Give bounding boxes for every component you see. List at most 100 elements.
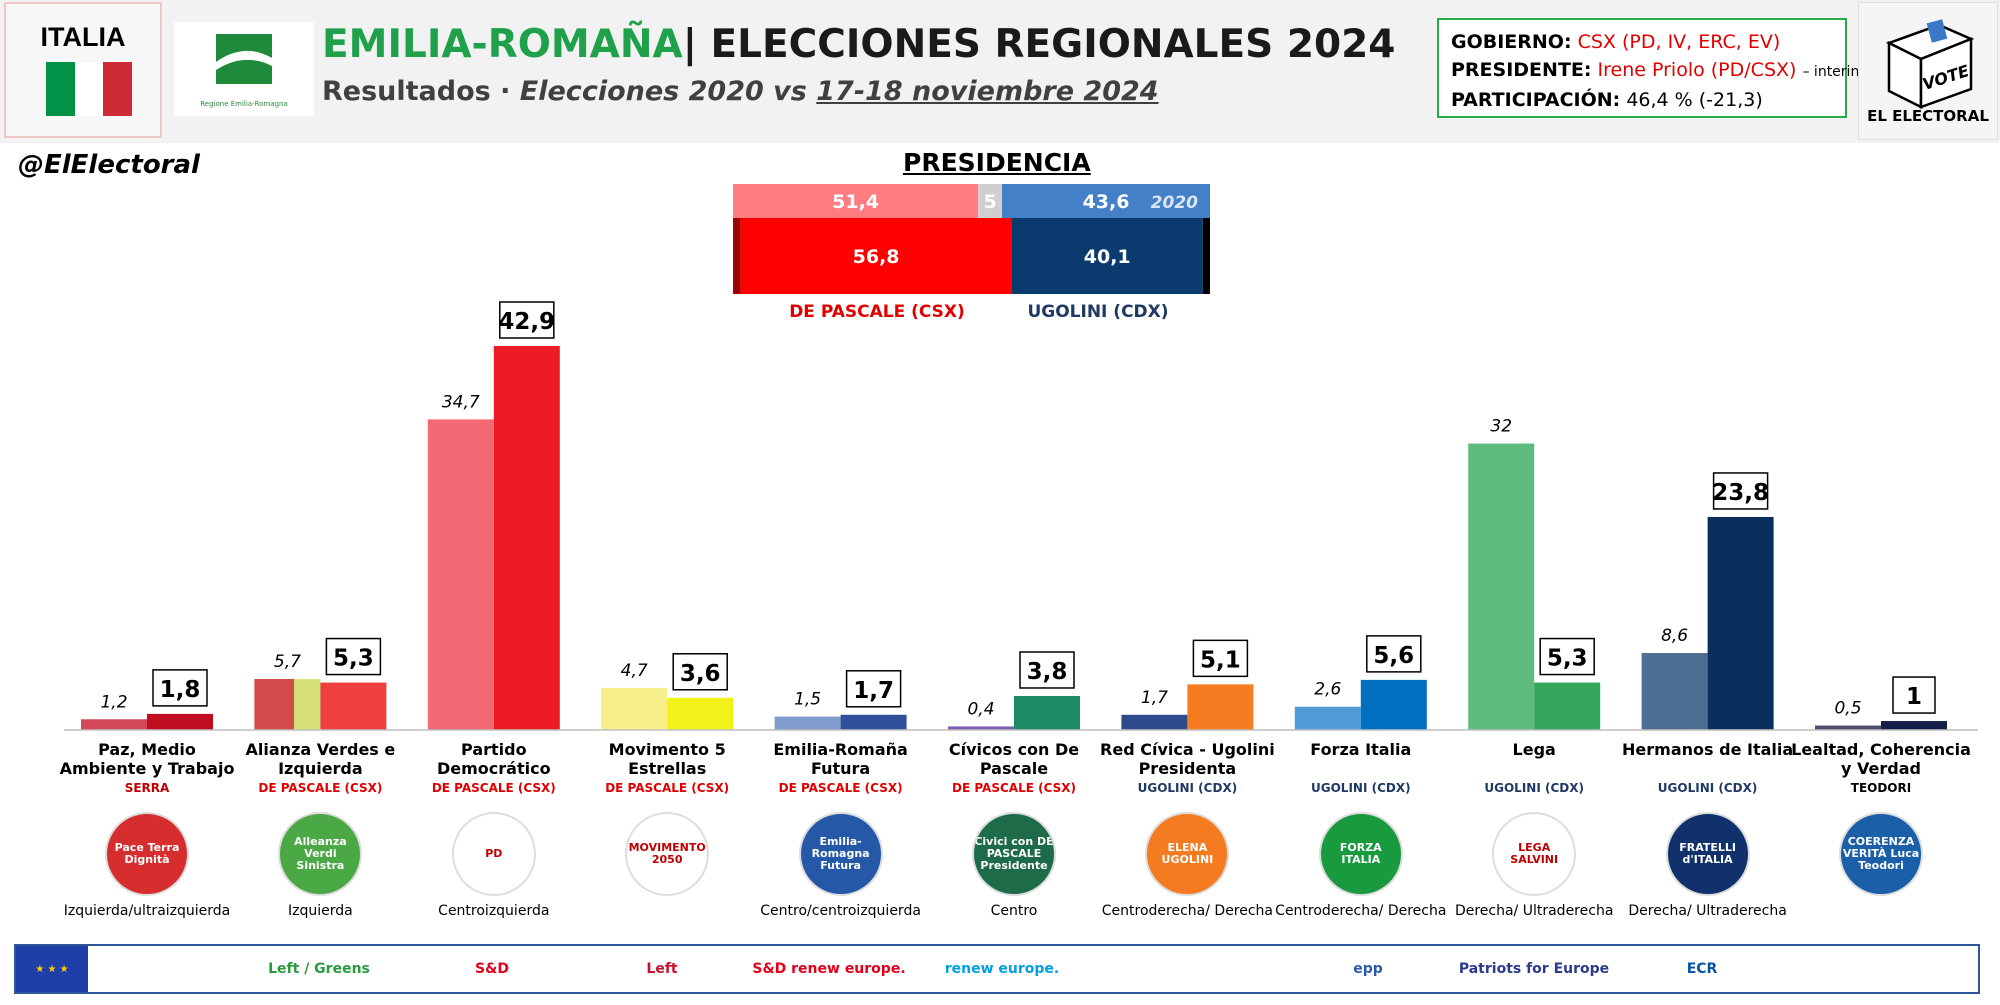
page-title: EMILIA-ROMAÑA| ELECCIONES REGIONALES 202… (322, 22, 1395, 67)
region-emblem-icon (216, 34, 272, 84)
presidency-2024-segment (733, 218, 741, 294)
candidate-label-cdx: UGOLINI (CDX) (1027, 302, 1169, 322)
party-bloc: UGOLINI (CDX) (1137, 781, 1238, 795)
party-logo-icon: FRATELLI d'ITALIA (1665, 812, 1750, 896)
value-box-2024 (1366, 635, 1422, 673)
presidente-value: Irene Priolo (PD/CSX) (1597, 59, 1797, 81)
bar-2024 (1881, 721, 1947, 730)
value-label-2024: 1,8 (160, 677, 201, 703)
eu-group-logo-icon: ECR (1686, 961, 1718, 977)
presidency-2024-segment (1011, 218, 1203, 294)
party-bloc: DE PASCALE (CSX) (605, 781, 730, 795)
bar-2020 (1468, 443, 1535, 730)
party-name: Movimento 5 Estrellas (608, 740, 726, 778)
presidency-2020-segment (733, 184, 979, 218)
italy-flag-icon (46, 62, 133, 116)
subtitle-lead: Resultados (322, 76, 491, 107)
eu-groups-strip: ★ ★ ★ Left / Greens S&D Left S&D renew euro… (14, 944, 1980, 994)
value-label-2024: 5,3 (333, 646, 374, 672)
eu-flag-icon: ★ ★ ★ (16, 946, 88, 992)
value-label-2020: 1,7 (1141, 688, 1168, 708)
bar-2024 (1187, 684, 1254, 730)
presidency-2020-label: 51,4 (832, 191, 879, 213)
country-label: ITALIA (40, 22, 126, 52)
value-box-2024 (152, 669, 208, 707)
value-label-2024: 5,6 (1373, 643, 1414, 669)
value-label-2024: 5,3 (1547, 646, 1588, 672)
bar-2024 (840, 714, 907, 730)
bar-2024 (667, 697, 734, 730)
bar-2020 (427, 419, 494, 730)
value-label-2024: 23,8 (1712, 480, 1769, 506)
participacion-label: PARTICIPACIÓN: (1451, 89, 1621, 111)
bar-2024 (320, 682, 387, 730)
party-name: Cívicos con De Pascale (948, 740, 1080, 778)
eu-group-logo-icon: Left (646, 961, 678, 977)
country-badge: ITALIA (4, 2, 162, 138)
party-bloc: DE PASCALE (CSX) (431, 781, 556, 795)
party-ideology: Izquierda (288, 903, 353, 919)
party-ideology: Centroderecha/ Derecha (1275, 903, 1447, 919)
value-label-2024: 5,1 (1200, 647, 1241, 673)
presidente-note: – interino (1802, 64, 1868, 80)
subtitle-date: 17-18 noviembre 2024 (816, 76, 1159, 107)
value-box-2024 (672, 653, 728, 691)
social-handle: @ElElectoral (18, 150, 200, 180)
party-name: Lega (1512, 740, 1556, 759)
party-name: Hermanos de Italia (1622, 740, 1794, 759)
party-bloc: DE PASCALE (CSX) (258, 781, 383, 795)
presidency-2024-label: 56,8 (853, 246, 900, 268)
party-bloc: DE PASCALE (CSX) (952, 781, 1076, 795)
party-ideology: Centro (990, 903, 1038, 919)
bar-2020 (774, 716, 841, 730)
presidency-2024-label: 40,1 (1084, 246, 1131, 268)
party-name: Partido Democrático (437, 740, 551, 778)
presidency-title: PRESIDENCIA (903, 148, 1091, 177)
value-box-2024 (1019, 651, 1075, 689)
party-ideology: Derecha/ Ultraderecha (1454, 903, 1614, 919)
eu-group-logo-icon: Patriots for Europe (1458, 961, 1610, 977)
value-label-2020: 4,7 (621, 661, 648, 681)
value-label-2020: 1,2 (100, 692, 127, 712)
party-ideology: Centro/centroizquierda (760, 903, 921, 919)
value-label-2020: 8,6 (1661, 626, 1688, 646)
participacion-value: 46,4 % (-21,3) (1626, 89, 1763, 111)
gobierno-value: CSX (PD, IV, ERC, EV) (1577, 31, 1781, 53)
bar-2020 (254, 678, 294, 730)
presidente-label: PRESIDENTE: (1451, 59, 1592, 81)
bar-2024 (1014, 695, 1080, 730)
party-bloc: UGOLINI (CDX) (1484, 781, 1584, 795)
party-bloc: UGOLINI (CDX) (1657, 781, 1758, 795)
value-label-2024: 3,6 (680, 661, 721, 687)
bar-2020 (1641, 653, 1708, 730)
party-name: Alianza Verdes e Izquierda (245, 740, 396, 778)
party-logo-icon: Alleanza Verdi Sinistra (278, 812, 363, 896)
bar-2020 (948, 726, 1014, 730)
eu-group-logo-icon: S&D renew europe. (752, 961, 906, 977)
presidency-2024-segment (740, 218, 1012, 294)
region-logo-text: Regione Emilia-Romagna (200, 100, 288, 108)
presidency-year-label: 2020 (1151, 193, 1198, 213)
party-name: Paz, Medio Ambiente y Trabajo (59, 740, 235, 778)
value-label-2020: 32 (1490, 417, 1512, 437)
title-region: EMILIA-ROMAÑA (322, 22, 683, 67)
bar-2020-secondary (294, 678, 321, 730)
presidency-2020-segment (1002, 184, 1210, 218)
value-label-2020: 34,7 (442, 392, 480, 412)
subtitle-sep: · (490, 76, 520, 107)
bar-2020 (1815, 725, 1881, 730)
party-ideology: Centroizquierda (438, 903, 550, 919)
party-logo-icon: MOVIMENTO 2050 (625, 812, 710, 896)
party-ideology: Centroderecha/ Derecha (1101, 903, 1274, 919)
ballot-box-icon: VOTE (1885, 19, 1975, 110)
value-label-2020: 5,7 (274, 652, 301, 672)
page-subtitle: Resultados · Elecciones 2020 vs 17-18 no… (322, 76, 1159, 107)
subtitle-compare: Elecciones 2020 vs (519, 76, 817, 107)
party-name: Emilia-Romaña Futura (773, 740, 908, 778)
value-box-2024 (499, 301, 555, 339)
candidate-label-csx: DE PASCALE (CSX) (789, 302, 965, 322)
value-label-2020: 2,6 (1314, 680, 1341, 700)
value-label-2024: 3,8 (1027, 659, 1068, 685)
region-logo: Regione Emilia-Romagna (174, 22, 314, 116)
